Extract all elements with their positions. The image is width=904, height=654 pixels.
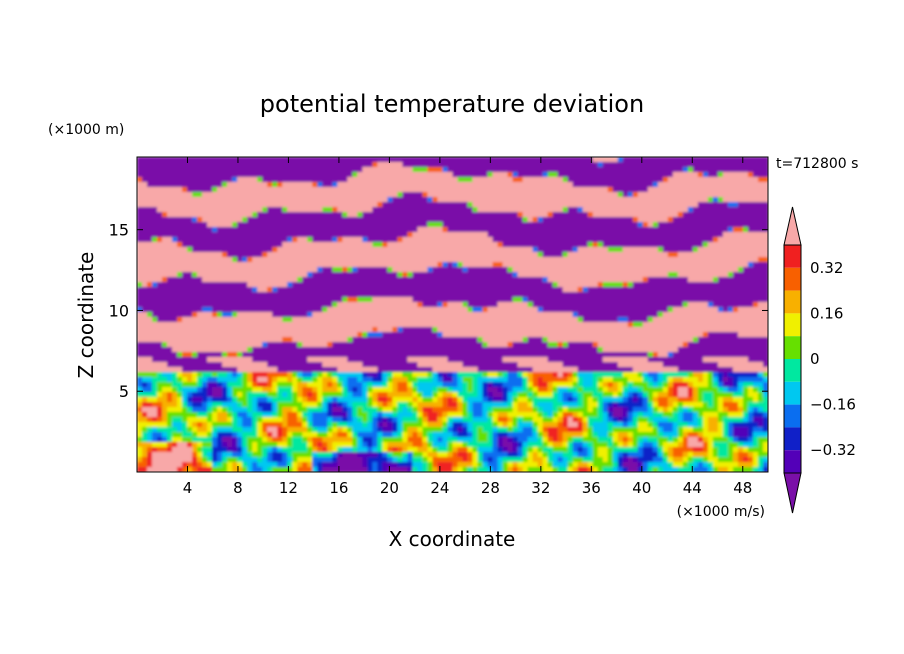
- colorbar-segment: [784, 290, 801, 314]
- colorbar-tick-label: 0.32: [810, 259, 843, 277]
- heatmap-field: [137, 157, 768, 472]
- colorbar-tick-label: −0.32: [810, 441, 856, 459]
- colorbar-segment: [784, 450, 801, 473]
- colorbar-tick-label: 0.16: [810, 304, 843, 322]
- x-tick-label: 24: [430, 479, 449, 497]
- y-axis-label: Z coordinate: [74, 252, 98, 379]
- x-tick-label: 8: [233, 479, 243, 497]
- y-tick-label: 15: [109, 221, 129, 240]
- x-tick-label: 36: [582, 479, 601, 497]
- x-tick-label: 44: [683, 479, 702, 497]
- colorbar-segment: [784, 336, 801, 359]
- x-tick-label: 48: [733, 479, 752, 497]
- x-axis-label: X coordinate: [389, 527, 516, 551]
- colorbar-segment: [784, 404, 801, 428]
- y-axis-ticks: 5 10 15: [109, 221, 768, 401]
- colorbar-segment: [784, 267, 801, 291]
- x-axis-unit: (×1000 m/s): [677, 504, 765, 520]
- x-tick-label: 12: [279, 479, 298, 497]
- chart-title: potential temperature deviation: [260, 90, 644, 118]
- colorbar-segment: [784, 381, 801, 405]
- colorbar-extend-low: [783, 472, 802, 514]
- colorbar-segment: [784, 245, 801, 268]
- y-tick-label: 5: [119, 382, 129, 401]
- x-tick-label: 28: [481, 479, 500, 497]
- x-axis-ticks: 4 8 12 16 20 24 28 32 36 40 44 48: [183, 157, 752, 497]
- y-axis-unit: (×1000 m): [48, 122, 124, 138]
- colorbar-segment: [784, 313, 801, 337]
- colorbar-tick-label: 0: [810, 350, 820, 368]
- colorbar-segment: [784, 427, 801, 451]
- time-label: t=712800 s: [776, 156, 858, 172]
- colorbar-segment: [784, 359, 801, 382]
- plot-frame: [136, 156, 769, 473]
- colorbar: −0.32 −0.16 0 0.16 0.32: [783, 206, 856, 514]
- x-tick-label: 16: [329, 479, 348, 497]
- x-tick-label: 40: [632, 479, 651, 497]
- x-tick-label: 32: [531, 479, 550, 497]
- colorbar-tick-label: −0.16: [810, 396, 856, 414]
- x-tick-label: 20: [380, 479, 399, 497]
- colorbar-extend-high: [783, 206, 802, 246]
- x-tick-label: 4: [183, 479, 193, 497]
- y-tick-label: 10: [109, 301, 129, 320]
